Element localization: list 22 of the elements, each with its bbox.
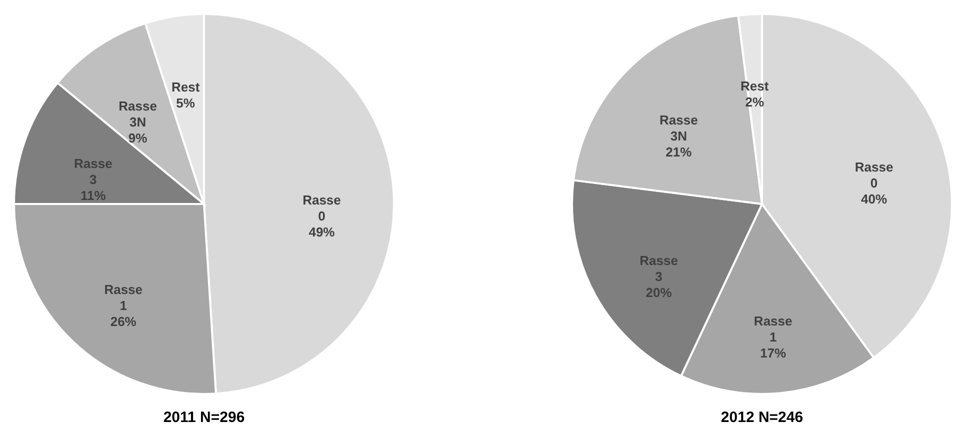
slice-label: Rasse 3N xyxy=(118,98,157,130)
data-label: 11% xyxy=(80,188,106,204)
data-label: 2% xyxy=(745,94,764,110)
data-label: 20% xyxy=(646,284,672,300)
data-label: 21% xyxy=(666,144,692,160)
slice-label: Rest xyxy=(171,80,200,95)
slice-label: Rest xyxy=(740,78,770,94)
data-label: 5% xyxy=(176,96,196,111)
data-label: 40% xyxy=(861,192,888,207)
slice-label: Rasse 3 xyxy=(74,156,112,188)
data-label: 17% xyxy=(760,345,787,360)
data-label: 26% xyxy=(110,314,137,329)
slice-label: Rasse 1 xyxy=(754,313,792,344)
text: 2011 N=296 xyxy=(163,409,245,426)
data-label: 9% xyxy=(128,130,148,146)
slice-label: Rasse 1 xyxy=(104,282,143,313)
slice-label: Rasse 0 xyxy=(854,160,894,191)
slice-label: Rasse 3 xyxy=(640,252,678,284)
slice-label: Rasse 0 xyxy=(302,192,341,224)
data-label: 49% xyxy=(308,224,336,240)
text: 2012 N=246 xyxy=(720,409,804,426)
slice-label: Rasse 3N xyxy=(660,112,698,144)
